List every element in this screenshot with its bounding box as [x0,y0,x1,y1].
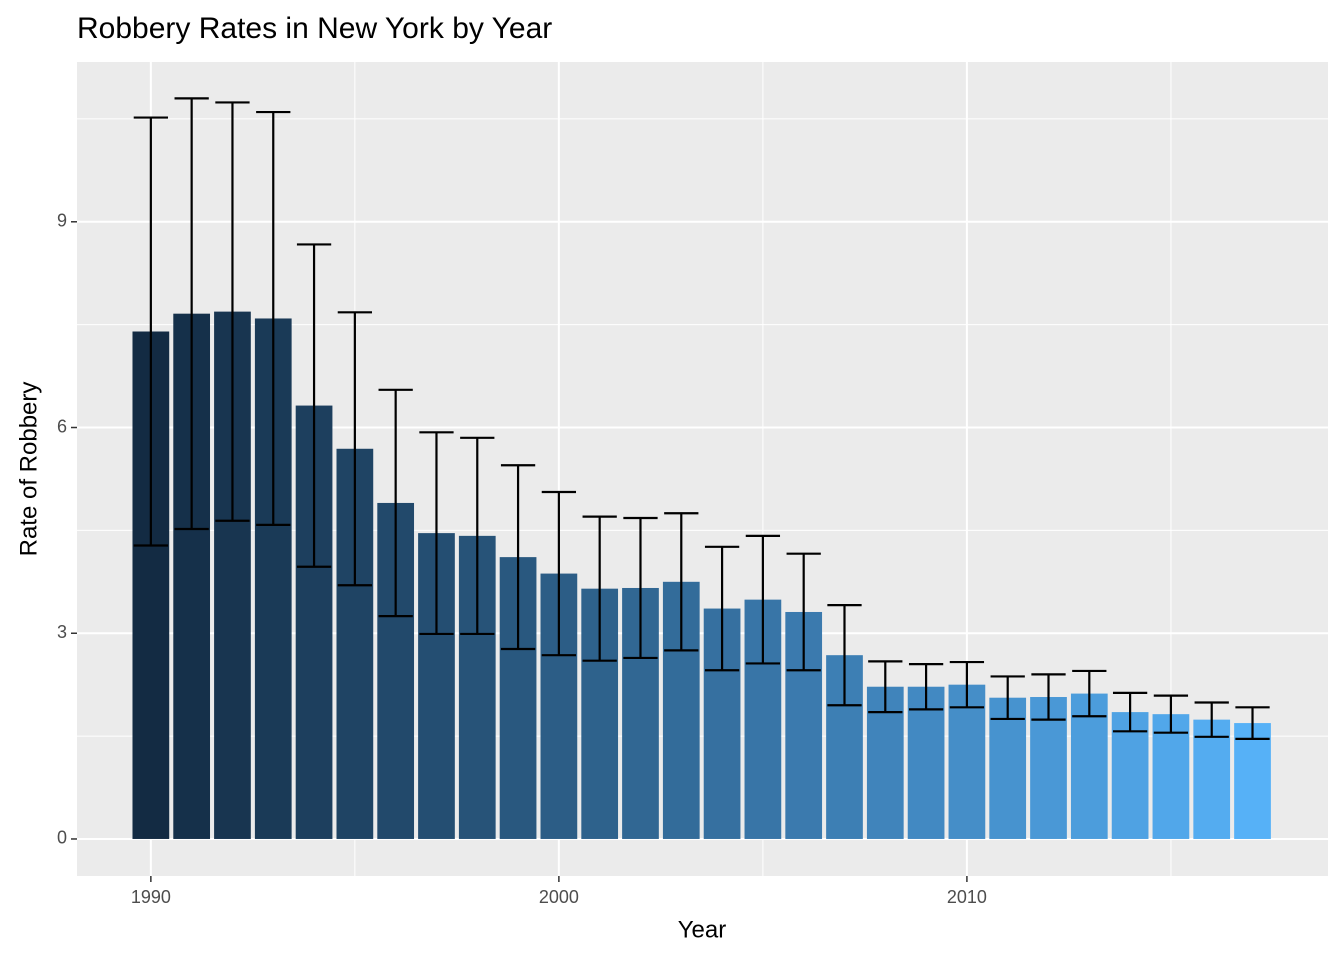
error-bar [1235,706,1270,740]
error-bar [174,97,209,531]
bar [948,684,986,839]
error-bar [296,243,332,568]
error-bar-path [419,431,454,636]
error-bar-path [1235,706,1270,740]
error-bar [949,660,985,709]
error-bar [215,101,250,522]
y-tick-label: 6 [57,416,67,436]
y-axis-title: Rate of Robbery [15,382,42,557]
error-bar [1072,669,1107,718]
error-bar-path [1112,691,1148,733]
error-bar [133,116,168,547]
error-bar-path [460,436,495,636]
error-bar-path [133,116,168,547]
error-bar-path [1194,701,1229,738]
error-bar-path [296,243,332,568]
error-bar [419,431,454,636]
error-bar [704,545,740,672]
error-bar-path [174,97,209,531]
error-bar-path [949,660,985,709]
error-bar-path [1031,673,1066,721]
error-bar [745,534,781,665]
error-bar-path [745,534,781,665]
error-bar-path [500,464,536,651]
error-bar-path [623,516,658,660]
error-bar [623,516,658,660]
x-tick-label: 2010 [947,887,987,907]
error-bar-path [256,110,291,526]
x-axis-title: Year [678,916,727,943]
error-bar [500,464,536,651]
bar [1193,719,1231,839]
error-bar-path [908,662,944,711]
error-bar [337,311,373,587]
chart-title: Robbery Rates in New York by Year [77,12,552,45]
error-bar-path [1153,694,1189,734]
error-bar [460,436,495,636]
error-bar [786,552,821,672]
error-bar [990,675,1025,721]
error-bar [827,604,862,707]
error-bar-path [786,552,821,672]
error-bar-path [541,490,577,657]
y-tick-label: 3 [57,622,67,642]
x-tick-label: 1990 [131,887,171,907]
error-bar-path [868,660,903,714]
error-bar [868,660,903,714]
error-bar [1031,673,1066,721]
error-bar [1112,691,1148,733]
error-bar [1153,694,1189,734]
error-bar [256,110,291,526]
bar [1152,714,1190,839]
bar [1111,712,1149,839]
error-bar-path [215,101,250,522]
error-bar-path [664,512,699,652]
error-bar [908,662,944,711]
bar [1234,723,1271,839]
error-bar-path [990,675,1025,721]
error-bar-path [704,545,740,672]
error-bar [664,512,699,652]
y-tick-label: 0 [57,828,67,848]
y-tick-label: 9 [57,211,67,231]
bar [907,686,945,839]
bar [1070,693,1108,839]
error-bar [541,490,577,657]
error-bar-path [827,604,862,707]
error-bar [378,388,413,618]
error-bar-path [378,388,413,618]
error-bar-path [582,515,617,662]
error-bar [1194,701,1229,738]
error-bar-path [337,311,373,587]
error-bar [582,515,617,662]
bar [989,697,1027,839]
error-bar-path [1072,669,1107,718]
x-tick-label: 2000 [539,887,579,907]
